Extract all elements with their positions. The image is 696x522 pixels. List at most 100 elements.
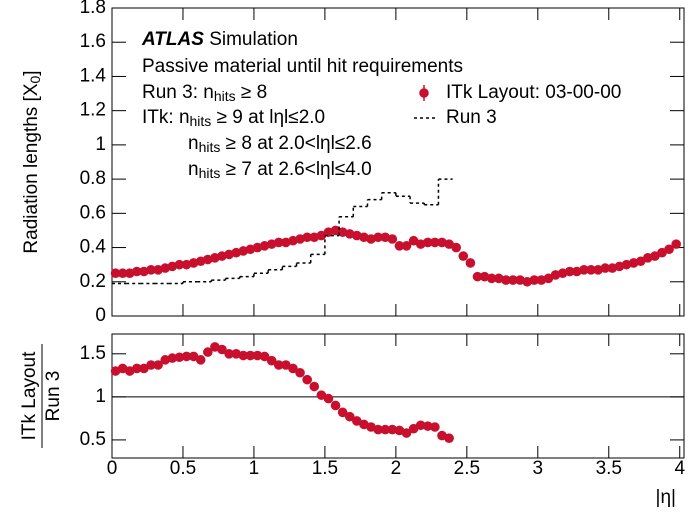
data-point (408, 235, 419, 246)
data-point (132, 266, 142, 277)
data-point (309, 381, 320, 392)
y-tick-label: 1.5 (80, 343, 106, 364)
data-point (465, 258, 476, 268)
subscript: hits (199, 139, 221, 155)
y-axis-label-numerator: ITk Layout (19, 351, 40, 440)
data-point (586, 265, 596, 275)
data-point (217, 344, 227, 355)
data-point (387, 234, 398, 244)
data-point (564, 266, 575, 277)
x-axis-label: |η| (656, 487, 676, 508)
data-point (543, 273, 554, 284)
text-part: ≥ 8 (236, 82, 268, 103)
data-point (344, 411, 355, 422)
data-point (316, 230, 327, 241)
text-part: Simulation (204, 29, 298, 50)
data-point (579, 265, 589, 275)
data-point (664, 244, 674, 255)
subscript: 0 (27, 76, 43, 84)
y-axis-label-denominator: Run 3 (43, 371, 64, 422)
data-point (472, 271, 483, 282)
data-point (387, 424, 398, 435)
text-part: Radiation lengths [X (21, 83, 42, 253)
y-tick-label: 1 (95, 134, 106, 155)
data-point (167, 353, 178, 363)
data-point (600, 263, 611, 273)
subscript: hits (214, 88, 236, 104)
data-point (373, 424, 383, 435)
text-part: ≥ 8 at 2.0<lηl≤2.6 (220, 133, 371, 154)
data-point (423, 421, 433, 431)
data-point (295, 367, 305, 378)
y-tick-label: 1.8 (80, 0, 106, 18)
data-point (273, 237, 284, 248)
x-tick-label: 0.5 (170, 458, 196, 479)
data-point (401, 241, 412, 251)
y-tick-label: 0.4 (80, 237, 107, 258)
data-point (330, 400, 341, 411)
y-tick-label: 1.2 (80, 100, 106, 121)
data-point (195, 355, 206, 365)
data-point (245, 350, 256, 361)
data-point (380, 424, 391, 435)
data-point (224, 349, 234, 359)
data-point (174, 259, 185, 270)
data-point (146, 265, 156, 275)
y-tick-label: 0.8 (80, 168, 106, 189)
data-point (401, 428, 412, 438)
data-point (110, 268, 121, 279)
data-point (337, 407, 348, 418)
y-tick-label: 1.4 (80, 65, 107, 86)
data-point (181, 351, 192, 362)
plot-frame (111, 7, 685, 317)
legend-label: ITk Layout: 03-00-00 (446, 82, 621, 103)
data-point (259, 351, 270, 362)
y-axis-label: Radiation lengths [X0] (21, 70, 43, 253)
data-point (316, 390, 327, 400)
data-point (266, 355, 277, 366)
data-point (451, 242, 461, 253)
data-point (657, 247, 667, 258)
data-point (501, 275, 511, 285)
data-point (139, 363, 149, 374)
data-point (423, 237, 433, 248)
text-part: n (188, 159, 199, 180)
x-tick-label: 2 (391, 458, 402, 479)
text-part: Run 3: n (142, 82, 214, 103)
subscript: hits (199, 165, 221, 181)
y-tick-label: 0 (95, 305, 106, 326)
data-point (352, 416, 362, 426)
y-tick-label: 1.6 (80, 31, 106, 52)
subscript: hits (190, 113, 212, 129)
plot-frame (111, 333, 685, 459)
data-point (288, 363, 298, 374)
data-point (650, 251, 660, 261)
data-point (174, 352, 185, 363)
data-point (408, 423, 419, 434)
text-part: ] (21, 70, 42, 75)
annotation: ITk: nhits ≥ 9 at lηl≤2.0 (142, 107, 325, 129)
data-point (415, 420, 426, 431)
text-part: ITk: n (142, 107, 190, 128)
data-point (529, 275, 540, 285)
legend-label: Run 3 (446, 107, 497, 128)
text-part: ATLAS (141, 29, 204, 50)
annotation: nhits ≥ 7 at 2.6<lηl≤4.0 (188, 159, 372, 181)
data-point (444, 239, 454, 249)
annotation: nhits ≥ 8 at 2.0<lηl≤2.6 (188, 133, 372, 155)
annotation: Passive material until hit requirements (142, 56, 463, 77)
y-tick-label: 1 (95, 386, 106, 407)
data-point (302, 232, 312, 243)
data-point (486, 273, 497, 284)
data-point (302, 374, 312, 385)
text-part: ≥ 9 at lηl≤2.0 (211, 107, 325, 128)
data-point (444, 433, 454, 443)
data-point (508, 275, 518, 285)
data-point (323, 393, 334, 404)
text-part: ≥ 7 at 2.6<lηl≤4.0 (220, 159, 371, 180)
x-tick-label: 4 (674, 458, 685, 479)
data-point (458, 251, 469, 261)
x-tick-label: 1.5 (312, 458, 338, 479)
data-point (252, 350, 263, 361)
